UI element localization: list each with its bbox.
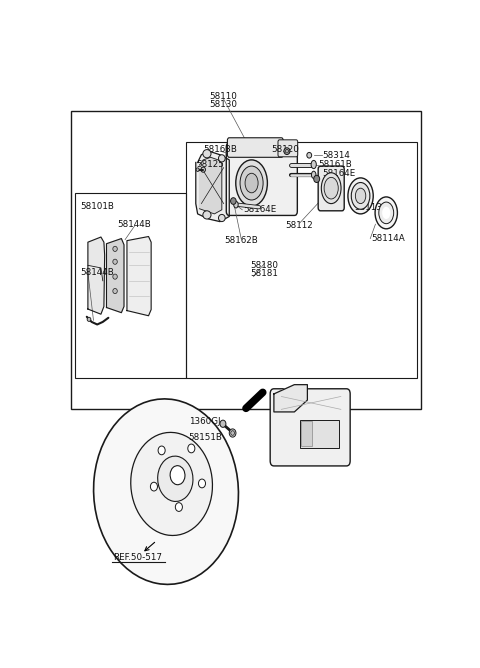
Ellipse shape <box>113 259 117 265</box>
Ellipse shape <box>240 166 263 200</box>
Ellipse shape <box>218 214 225 222</box>
FancyBboxPatch shape <box>318 166 344 211</box>
Ellipse shape <box>314 175 320 182</box>
Text: 58163B: 58163B <box>203 144 237 154</box>
Text: 58151B: 58151B <box>188 433 222 442</box>
Polygon shape <box>200 157 222 214</box>
Bar <box>186 142 417 379</box>
Ellipse shape <box>113 246 117 251</box>
Ellipse shape <box>284 148 290 154</box>
Ellipse shape <box>231 431 234 436</box>
Polygon shape <box>88 237 105 314</box>
Bar <box>71 111 421 409</box>
Text: 58125: 58125 <box>196 160 224 169</box>
Bar <box>75 193 186 379</box>
Ellipse shape <box>113 274 117 279</box>
Ellipse shape <box>382 206 390 219</box>
Ellipse shape <box>230 198 236 204</box>
Ellipse shape <box>312 171 316 178</box>
Ellipse shape <box>113 289 117 294</box>
FancyBboxPatch shape <box>278 140 298 157</box>
FancyBboxPatch shape <box>228 138 283 157</box>
Text: 58164E: 58164E <box>243 205 276 214</box>
Ellipse shape <box>188 444 195 453</box>
Ellipse shape <box>355 188 366 204</box>
Polygon shape <box>274 385 307 412</box>
Text: 58113: 58113 <box>355 203 383 212</box>
Text: 58314: 58314 <box>323 151 350 160</box>
FancyBboxPatch shape <box>226 143 297 216</box>
Ellipse shape <box>87 317 91 321</box>
Text: 58110: 58110 <box>210 92 238 101</box>
Ellipse shape <box>157 456 193 502</box>
Ellipse shape <box>351 182 370 209</box>
Ellipse shape <box>196 168 199 172</box>
Text: REF.50-517: REF.50-517 <box>114 553 163 562</box>
Text: 58101B: 58101B <box>81 202 114 210</box>
Ellipse shape <box>236 160 267 206</box>
Text: 58112: 58112 <box>286 220 313 230</box>
Ellipse shape <box>229 429 236 437</box>
Ellipse shape <box>234 201 238 208</box>
Ellipse shape <box>379 202 394 224</box>
Text: 58180: 58180 <box>251 261 278 270</box>
Text: 58181: 58181 <box>251 269 278 278</box>
Ellipse shape <box>170 466 185 485</box>
Ellipse shape <box>218 155 225 162</box>
Ellipse shape <box>201 167 205 172</box>
Ellipse shape <box>203 150 211 158</box>
Text: 58130: 58130 <box>210 100 238 110</box>
Ellipse shape <box>175 502 182 512</box>
Ellipse shape <box>311 160 316 168</box>
Ellipse shape <box>245 173 258 193</box>
Ellipse shape <box>158 446 165 455</box>
Ellipse shape <box>150 482 157 491</box>
Polygon shape <box>107 238 124 313</box>
Ellipse shape <box>348 178 373 214</box>
Text: 58161B: 58161B <box>319 160 352 169</box>
Bar <box>300 422 312 446</box>
Ellipse shape <box>94 399 239 584</box>
Text: 58120: 58120 <box>271 145 299 154</box>
Ellipse shape <box>324 178 338 199</box>
Ellipse shape <box>198 479 205 488</box>
Text: 58114A: 58114A <box>371 234 405 243</box>
Ellipse shape <box>203 211 211 219</box>
Polygon shape <box>196 151 229 222</box>
Text: 1360GJ: 1360GJ <box>189 418 221 426</box>
Polygon shape <box>127 236 151 316</box>
Ellipse shape <box>131 432 213 536</box>
Ellipse shape <box>321 173 341 204</box>
Text: 58164E: 58164E <box>323 169 356 178</box>
Text: 58162B: 58162B <box>224 236 258 245</box>
Text: 58144B: 58144B <box>118 220 151 228</box>
FancyBboxPatch shape <box>270 389 350 466</box>
Ellipse shape <box>307 152 312 158</box>
Ellipse shape <box>220 420 226 428</box>
Bar <box>300 420 339 448</box>
Ellipse shape <box>375 197 397 229</box>
Text: 58144B: 58144B <box>81 268 114 277</box>
Ellipse shape <box>285 150 288 153</box>
